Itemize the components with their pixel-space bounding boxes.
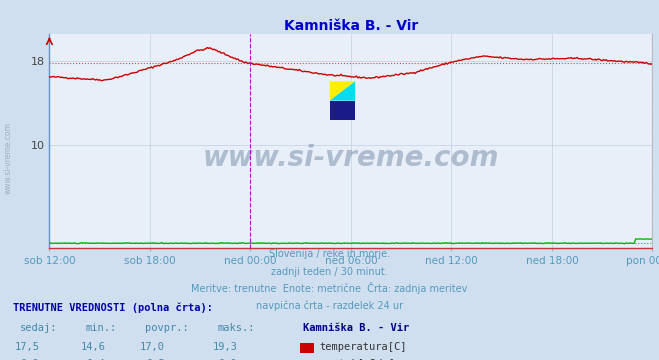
Text: navpična črta - razdelek 24 ur: navpična črta - razdelek 24 ur bbox=[256, 301, 403, 311]
Text: www.si-vreme.com: www.si-vreme.com bbox=[203, 144, 499, 172]
Text: www.si-vreme.com: www.si-vreme.com bbox=[3, 122, 13, 194]
Text: temperatura[C]: temperatura[C] bbox=[320, 342, 407, 352]
Text: 0,9: 0,9 bbox=[21, 359, 40, 360]
Text: Meritve: trenutne  Enote: metrične  Črta: zadnja meritev: Meritve: trenutne Enote: metrične Črta: … bbox=[191, 282, 468, 294]
Text: Slovenija / reke in morje.: Slovenija / reke in morje. bbox=[269, 249, 390, 260]
Polygon shape bbox=[330, 81, 355, 100]
Text: 17,5: 17,5 bbox=[14, 342, 40, 352]
Text: TRENUTNE VREDNOSTI (polna črta):: TRENUTNE VREDNOSTI (polna črta): bbox=[13, 303, 213, 314]
Text: 0,5: 0,5 bbox=[146, 359, 165, 360]
Text: 19,3: 19,3 bbox=[212, 342, 237, 352]
Text: 0,4: 0,4 bbox=[87, 359, 105, 360]
Text: maks.:: maks.: bbox=[217, 323, 255, 333]
Text: pretok[m3/s]: pretok[m3/s] bbox=[320, 359, 395, 360]
Text: 0,9: 0,9 bbox=[219, 359, 237, 360]
Text: sedaj:: sedaj: bbox=[20, 323, 57, 333]
Text: Kamniška B. - Vir: Kamniška B. - Vir bbox=[303, 323, 409, 333]
Title: Kamniška B. - Vir: Kamniška B. - Vir bbox=[284, 19, 418, 33]
Text: 17,0: 17,0 bbox=[140, 342, 165, 352]
Polygon shape bbox=[330, 100, 355, 120]
Text: min.:: min.: bbox=[86, 323, 117, 333]
Text: 14,6: 14,6 bbox=[80, 342, 105, 352]
Text: zadnji teden / 30 minut.: zadnji teden / 30 minut. bbox=[271, 267, 388, 277]
Polygon shape bbox=[330, 81, 355, 100]
Text: povpr.:: povpr.: bbox=[145, 323, 188, 333]
